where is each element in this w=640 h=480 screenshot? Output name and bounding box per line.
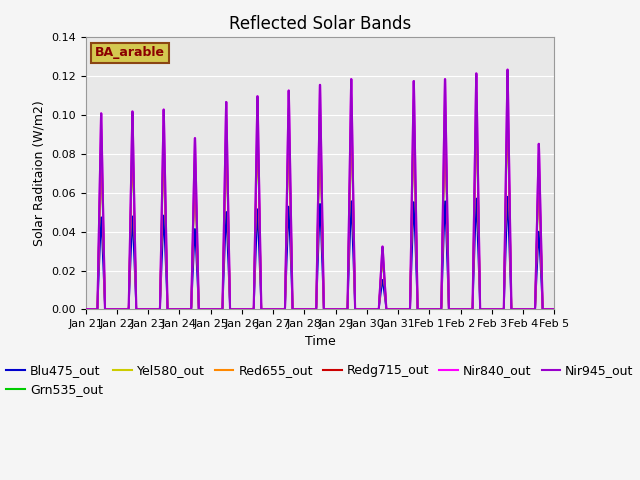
Redg715_out <box>163 280 171 286</box>
Nir840_out <box>82 307 90 312</box>
Yel580_out <box>82 307 90 312</box>
Grn535_out <box>135 307 143 312</box>
Red655_out <box>282 270 289 276</box>
Grn535_out <box>163 282 171 288</box>
Blu475_out <box>282 287 289 293</box>
Blu475_out <box>82 307 90 312</box>
Blu475_out <box>262 307 269 312</box>
Redg715_out <box>82 307 90 312</box>
Blu475_out <box>135 307 143 312</box>
Nir945_out <box>82 307 90 312</box>
Line: Nir840_out: Nir840_out <box>86 70 554 310</box>
Red655_out <box>541 307 549 312</box>
Line: Grn535_out: Grn535_out <box>86 106 554 310</box>
Nir945_out <box>163 277 171 283</box>
Grn535_out <box>541 307 549 312</box>
Red655_out <box>504 96 511 101</box>
Yel580_out <box>135 307 143 312</box>
Nir840_out <box>163 277 171 283</box>
Redg715_out <box>135 307 143 312</box>
Grn535_out <box>504 103 511 108</box>
Red655_out <box>491 307 499 312</box>
Nir945_out <box>491 307 499 312</box>
Yel580_out <box>163 281 171 287</box>
Title: Reflected Solar Bands: Reflected Solar Bands <box>229 15 411 33</box>
Nir945_out <box>550 307 558 312</box>
Nir945_out <box>262 307 269 312</box>
Nir840_out <box>541 307 549 312</box>
Yel580_out <box>541 307 549 312</box>
Blu475_out <box>541 307 549 312</box>
Line: Nir945_out: Nir945_out <box>86 70 554 310</box>
Line: Yel580_out: Yel580_out <box>86 98 554 310</box>
Nir840_out <box>262 307 269 312</box>
Line: Redg715_out: Redg715_out <box>86 89 554 310</box>
Redg715_out <box>504 86 511 92</box>
Line: Red655_out: Red655_out <box>86 98 554 310</box>
X-axis label: Time: Time <box>305 335 335 348</box>
Red655_out <box>163 281 171 287</box>
Nir945_out <box>504 67 511 72</box>
Nir945_out <box>541 307 549 312</box>
Yel580_out <box>491 307 499 312</box>
Legend: Blu475_out, Grn535_out, Yel580_out, Red655_out, Redg715_out, Nir840_out, Nir945_: Blu475_out, Grn535_out, Yel580_out, Red6… <box>1 359 639 401</box>
Nir945_out <box>135 307 143 312</box>
Nir840_out <box>135 307 143 312</box>
Nir840_out <box>491 307 499 312</box>
Blu475_out <box>504 194 511 200</box>
Nir945_out <box>282 265 289 271</box>
Red655_out <box>262 307 269 312</box>
Blu475_out <box>491 307 499 312</box>
Nir840_out <box>504 67 511 72</box>
Blu475_out <box>163 293 171 299</box>
Line: Blu475_out: Blu475_out <box>86 197 554 310</box>
Yel580_out <box>282 270 289 276</box>
Red655_out <box>550 307 558 312</box>
Redg715_out <box>262 307 269 312</box>
Red655_out <box>135 307 143 312</box>
Nir840_out <box>282 265 289 271</box>
Redg715_out <box>282 269 289 275</box>
Yel580_out <box>504 96 511 101</box>
Grn535_out <box>82 307 90 312</box>
Yel580_out <box>550 307 558 312</box>
Redg715_out <box>491 307 499 312</box>
Grn535_out <box>282 272 289 277</box>
Redg715_out <box>541 307 549 312</box>
Grn535_out <box>550 307 558 312</box>
Grn535_out <box>491 307 499 312</box>
Red655_out <box>82 307 90 312</box>
Redg715_out <box>550 307 558 312</box>
Y-axis label: Solar Raditaion (W/m2): Solar Raditaion (W/m2) <box>33 100 45 246</box>
Yel580_out <box>262 307 269 312</box>
Grn535_out <box>262 307 269 312</box>
Nir840_out <box>550 307 558 312</box>
Blu475_out <box>550 307 558 312</box>
Text: BA_arable: BA_arable <box>95 47 165 60</box>
